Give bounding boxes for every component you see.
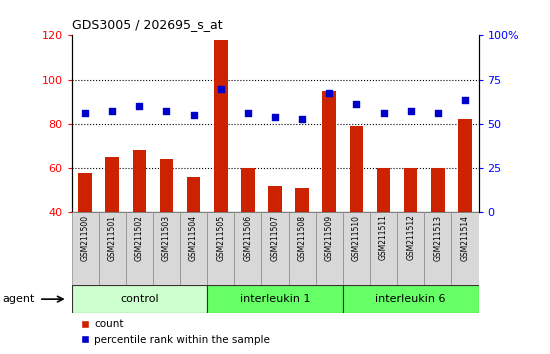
Point (216, 86, 225, 91)
Bar (268, 186, 282, 212)
Bar (153, 212, 180, 285)
Text: GDS3005 / 202695_s_at: GDS3005 / 202695_s_at (72, 18, 222, 31)
Text: GSM211508: GSM211508 (298, 215, 307, 261)
Bar (133, 150, 146, 212)
Point (379, 110, 388, 116)
Legend: count, percentile rank within the sample: count, percentile rank within the sample (76, 315, 274, 349)
Text: GSM211514: GSM211514 (460, 215, 470, 261)
Point (189, 112, 198, 118)
Bar (72, 285, 207, 313)
Point (244, 110, 252, 116)
Point (271, 114, 279, 120)
Text: GSM211500: GSM211500 (80, 215, 90, 261)
Bar (187, 177, 200, 212)
Bar (370, 212, 397, 285)
Bar (424, 212, 452, 285)
Bar (350, 126, 363, 212)
Bar (106, 157, 119, 212)
Bar (72, 212, 98, 285)
Text: GSM211504: GSM211504 (189, 215, 198, 261)
Bar (316, 212, 343, 285)
Bar (241, 168, 255, 212)
Bar (289, 212, 316, 285)
Point (406, 108, 415, 113)
Text: control: control (120, 294, 158, 304)
Text: GSM211510: GSM211510 (352, 215, 361, 261)
Bar (397, 212, 424, 285)
Point (352, 101, 361, 107)
Bar (377, 168, 390, 212)
Text: GSM211507: GSM211507 (271, 215, 279, 261)
Bar (207, 285, 343, 313)
Point (135, 103, 144, 109)
Text: GSM211501: GSM211501 (108, 215, 117, 261)
Text: interleukin 1: interleukin 1 (240, 294, 310, 304)
Text: interleukin 6: interleukin 6 (376, 294, 446, 304)
Bar (431, 168, 444, 212)
Bar (160, 159, 173, 212)
Bar (261, 212, 289, 285)
Bar (343, 285, 478, 313)
Bar (458, 120, 472, 212)
Point (460, 97, 469, 102)
Bar (234, 212, 261, 285)
Point (325, 90, 334, 96)
Point (162, 108, 171, 113)
Text: GSM211506: GSM211506 (243, 215, 252, 261)
Text: GSM211512: GSM211512 (406, 215, 415, 261)
Text: agent: agent (3, 294, 35, 304)
Text: GSM211513: GSM211513 (433, 215, 442, 261)
Point (81, 110, 90, 116)
Bar (404, 168, 417, 212)
Text: GSM211503: GSM211503 (162, 215, 171, 261)
Bar (207, 212, 234, 285)
Text: GSM211509: GSM211509 (324, 215, 334, 261)
Text: GSM211502: GSM211502 (135, 215, 144, 261)
Point (108, 108, 117, 113)
Text: GSM211505: GSM211505 (216, 215, 225, 261)
Point (298, 116, 306, 122)
Bar (322, 91, 336, 212)
Bar (214, 40, 228, 212)
Bar (126, 212, 153, 285)
Point (433, 110, 442, 116)
Bar (78, 172, 92, 212)
Bar (452, 212, 478, 285)
Text: GSM211511: GSM211511 (379, 215, 388, 261)
Bar (343, 212, 370, 285)
Bar (295, 188, 309, 212)
Bar (98, 212, 126, 285)
Bar (180, 212, 207, 285)
